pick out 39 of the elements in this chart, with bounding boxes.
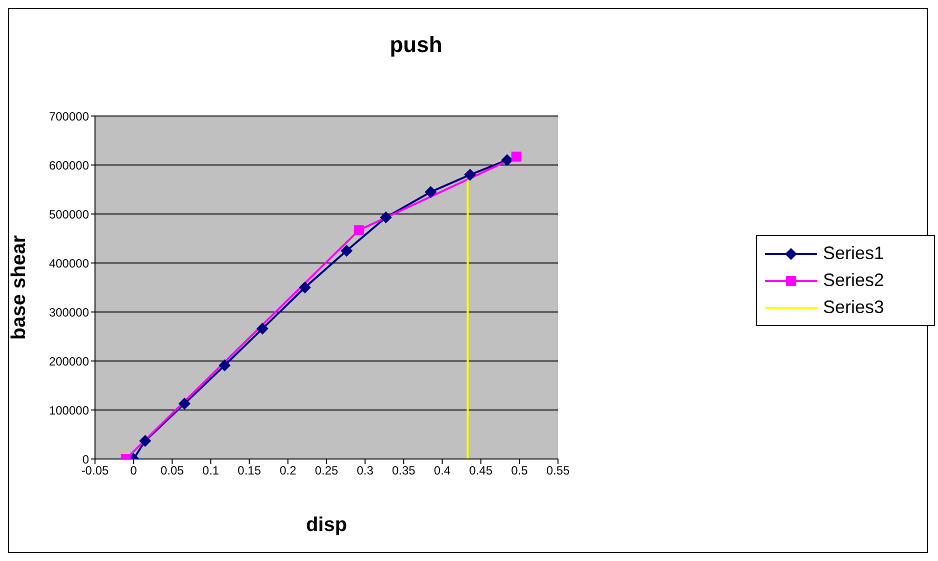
y-tick-label: 700000 (48, 109, 90, 124)
point (501, 154, 514, 166)
point (298, 282, 311, 294)
y-tick-label: 500000 (48, 207, 90, 222)
point (380, 211, 392, 224)
point (464, 168, 476, 181)
x-tick-label: 0 (130, 464, 138, 478)
point (340, 244, 353, 257)
x-tick-label: -0.05 (81, 464, 109, 478)
y-axis-title: base shear (8, 235, 30, 340)
x-tick-label: 0.1 (202, 464, 220, 478)
point (354, 225, 364, 236)
x-tick-label: 0.55 (546, 464, 570, 478)
legend-label: Series2 (823, 270, 884, 291)
x-tick-label: 0.2 (280, 464, 297, 478)
y-tick-label: 600000 (48, 158, 90, 172)
point (424, 186, 437, 198)
x-tick-label: 0.5 (511, 464, 528, 478)
y-tick-label: 300000 (48, 305, 90, 320)
x-tick-label: 0.4 (434, 464, 451, 478)
chart-title: push (388, 32, 444, 58)
point (178, 398, 191, 410)
point (139, 434, 152, 447)
x-tick-label: 0.05 (160, 464, 184, 478)
y-tick-label: 200000 (48, 354, 90, 368)
x-tick-label: 0.35 (392, 464, 416, 478)
x-tick-label: 0.25 (314, 464, 338, 478)
legend-label: Series3 (823, 297, 884, 318)
y-tick-label: 100000 (48, 403, 90, 418)
x-tick-label: 0.3 (356, 464, 374, 478)
x-tick-label: 0.15 (238, 464, 262, 478)
y-tick-label: 400000 (48, 256, 90, 270)
x-tick-label: 0.45 (469, 464, 493, 478)
point (218, 359, 231, 372)
legend-label: Series1 (823, 243, 884, 264)
x-axis-title: disp (306, 514, 348, 536)
point (511, 152, 522, 162)
y-tick-label: 0 (82, 452, 90, 466)
point (256, 322, 268, 335)
